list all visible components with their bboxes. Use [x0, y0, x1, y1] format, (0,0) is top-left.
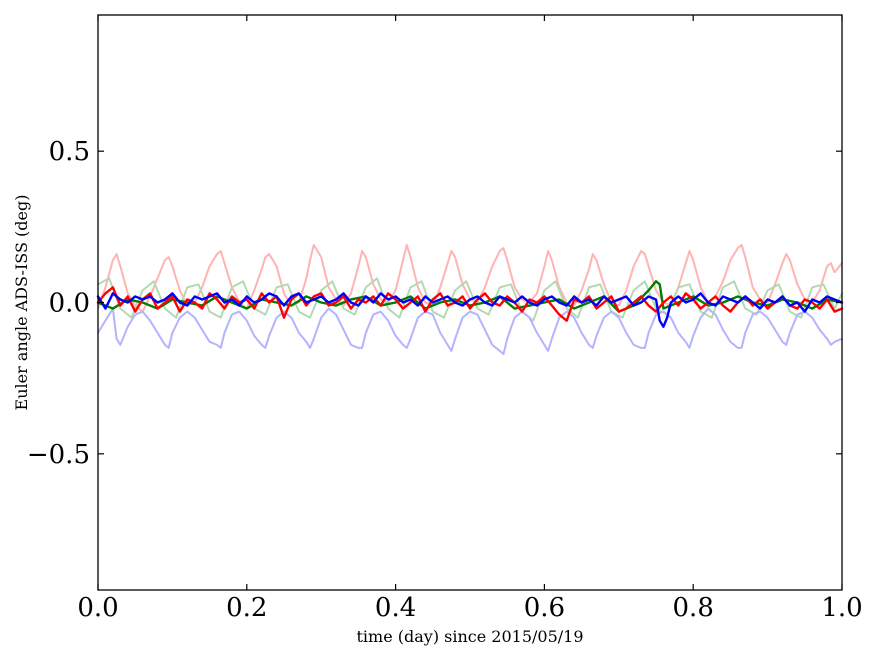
- series-line-2: [97, 277, 843, 322]
- series-layer: [96, 244, 844, 355]
- y-tick-label: −0.5: [27, 440, 90, 470]
- tick-layer: 0.0 0.2 0.4 0.6 0.8 1.0 −0.5 0.0 0.5: [27, 15, 863, 623]
- y-tick-label: 0.5: [49, 137, 90, 167]
- y-tick-label: 0.0: [49, 289, 90, 319]
- x-tick-label: 0.2: [226, 593, 267, 623]
- series-line-5: [96, 286, 844, 322]
- x-tick-label: 0.0: [77, 593, 118, 623]
- x-tick-label: 0.6: [524, 593, 565, 623]
- x-tick-label: 1.0: [821, 593, 862, 623]
- x-tick-label: 0.8: [673, 593, 714, 623]
- x-tick-label: 0.4: [375, 593, 416, 623]
- series-line-3: [97, 307, 843, 355]
- x-axis-label: time (day) since 2015/05/19: [356, 627, 583, 646]
- series-line-6: [96, 292, 844, 328]
- y-axis-label: Euler angle ADS-ISS (deg): [12, 195, 31, 411]
